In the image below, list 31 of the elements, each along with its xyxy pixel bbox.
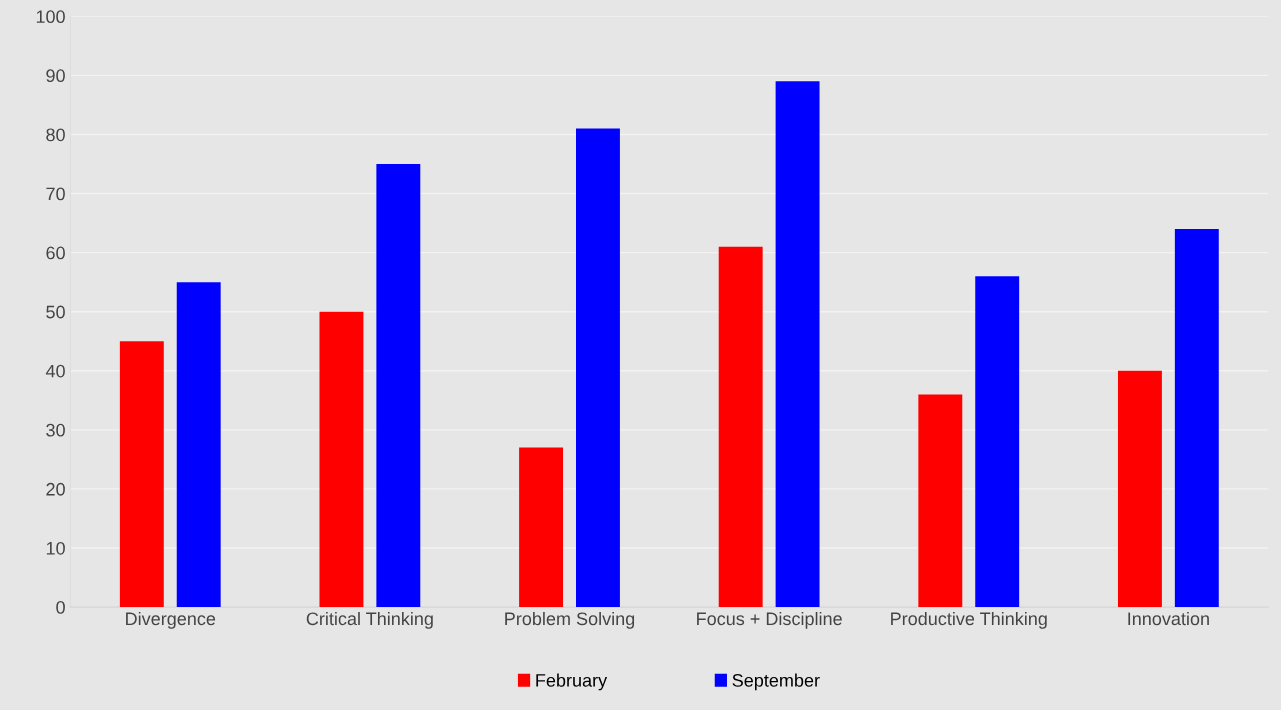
x-tick-label: Focus + Discipline: [697, 611, 842, 629]
bar: [1174, 228, 1219, 608]
y-tick-label: 40: [45, 364, 65, 378]
bar: [1117, 370, 1162, 608]
x-tick-label: Productive Thinking: [891, 611, 1047, 629]
x-tick-label: Divergence: [126, 611, 216, 629]
y-tick-label: 100: [36, 10, 65, 24]
bar: [519, 447, 564, 608]
bar: [718, 246, 763, 608]
y-tick-label: 60: [46, 246, 65, 260]
y-tick-label: 90: [46, 69, 65, 83]
legend-label: September: [732, 673, 820, 691]
y-tick-label: 70: [46, 187, 65, 201]
x-tick-label: Problem Solving: [505, 611, 635, 629]
bar: [176, 282, 221, 608]
x-tick-label: Critical Thinking: [306, 611, 433, 629]
bar: [775, 81, 820, 608]
y-tick-label: 30: [46, 423, 65, 437]
bar: [918, 394, 963, 608]
bar: [576, 128, 620, 608]
y-tick-label: 0: [56, 600, 65, 614]
y-tick-label: 20: [46, 482, 65, 496]
bar: [319, 311, 364, 608]
legend-label: February: [536, 673, 608, 691]
bar: [376, 164, 421, 608]
bar: [975, 276, 1020, 608]
y-tick-label: 80: [46, 128, 65, 142]
bar: [119, 341, 164, 608]
y-tick-label: 10: [46, 541, 65, 555]
y-tick-label: 50: [46, 305, 65, 319]
x-tick-label: Innovation: [1128, 611, 1209, 626]
